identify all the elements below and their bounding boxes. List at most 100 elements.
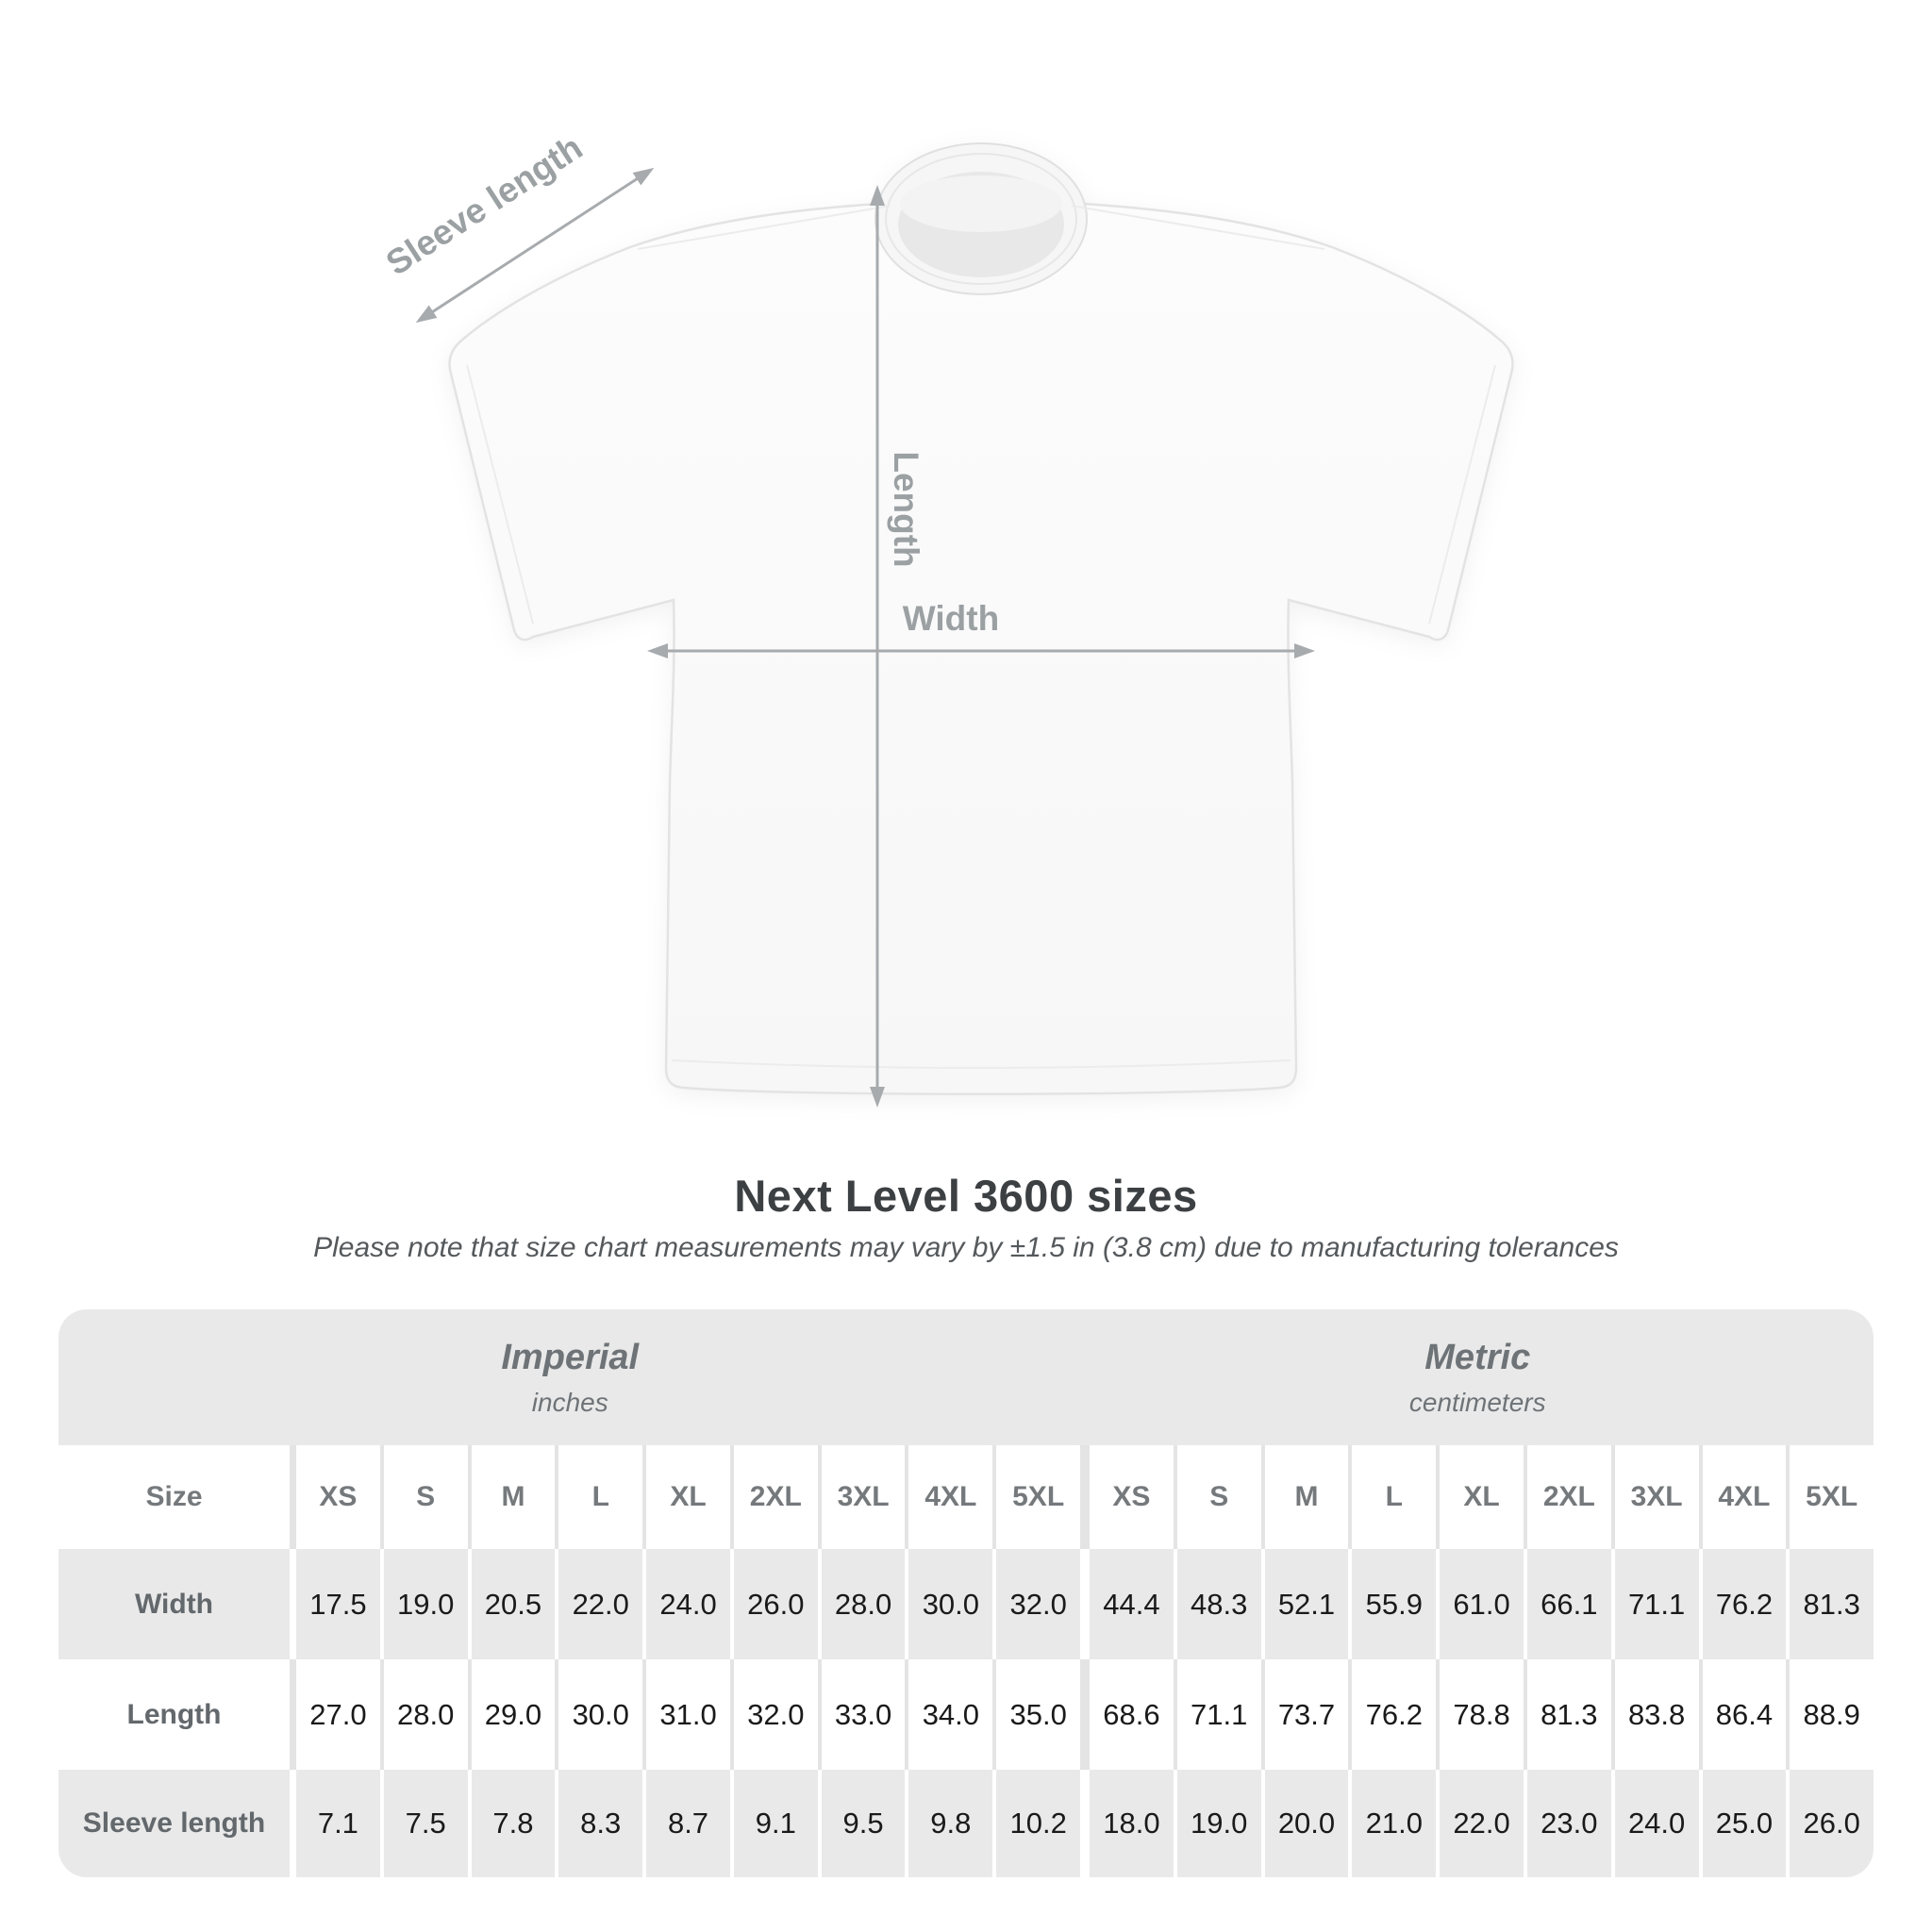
value-cell: 28.0	[379, 1659, 468, 1770]
imperial-group-header: Imperial inches	[58, 1309, 1082, 1445]
size-col-header: 2XL	[1523, 1445, 1611, 1549]
value-cell: 7.1	[290, 1770, 380, 1877]
size-col-header: L	[1348, 1445, 1436, 1549]
size-header: Size	[145, 1481, 203, 1512]
value-cell: 10.2	[992, 1770, 1080, 1877]
value-cell: 7.5	[379, 1770, 468, 1877]
size-col-header: L	[555, 1445, 642, 1549]
size-col-header: XL	[642, 1445, 730, 1549]
metric-group-unit: centimeters	[1408, 1387, 1546, 1417]
value-cell: 20.0	[1260, 1770, 1349, 1877]
size-col-header: 5XL	[1786, 1445, 1874, 1549]
value-cell: 81.3	[1786, 1549, 1874, 1659]
size-col-header: 4XL	[1698, 1445, 1787, 1549]
metric-group-name: Metric	[1424, 1337, 1531, 1377]
value-cell: 34.0	[905, 1659, 992, 1770]
value-cell: 52.1	[1260, 1549, 1349, 1659]
cuff-seam-left	[466, 364, 534, 625]
value-cell: 48.3	[1173, 1549, 1261, 1659]
value-cell: 61.0	[1436, 1549, 1524, 1659]
value-cell: 9.1	[729, 1770, 818, 1877]
size-col-header: 5XL	[992, 1445, 1080, 1549]
value-cell: 23.0	[1523, 1770, 1611, 1877]
value-cell: 86.4	[1698, 1659, 1787, 1770]
value-cell: 31.0	[642, 1659, 730, 1770]
page-title: Next Level 3600 sizes	[734, 1171, 1198, 1221]
value-cell: 32.0	[729, 1659, 818, 1770]
value-cell: 28.0	[817, 1549, 906, 1659]
value-cell: 78.8	[1436, 1659, 1524, 1770]
size-col-header: S	[1173, 1445, 1261, 1549]
tshirt-body	[448, 195, 1514, 1095]
value-cell: 73.7	[1260, 1659, 1349, 1770]
value-cell: 71.1	[1173, 1659, 1261, 1770]
shoulder-seam-right	[1071, 205, 1325, 250]
hem-stitch	[671, 1059, 1291, 1069]
value-cell: 24.0	[642, 1549, 730, 1659]
value-cell: 71.1	[1610, 1549, 1699, 1659]
imperial-group-name: Imperial	[501, 1337, 640, 1377]
value-cell: 20.5	[467, 1549, 556, 1659]
cuff-seam-right	[1428, 364, 1496, 625]
value-cell: 76.2	[1698, 1549, 1787, 1659]
value-cell: 22.0	[1436, 1770, 1524, 1877]
size-header-row: Size XS S M L XL 2XL 3XL 4XL 5XL XS S M …	[58, 1445, 1874, 1549]
length-label: Length	[887, 451, 925, 567]
value-cell: 19.0	[379, 1549, 468, 1659]
value-cell: 32.0	[992, 1549, 1080, 1659]
metric-group-header: Metric centimeters	[1082, 1309, 1874, 1445]
value-cell: 35.0	[992, 1659, 1080, 1770]
size-col-header: M	[1260, 1445, 1349, 1549]
value-cell: 8.3	[555, 1770, 642, 1877]
size-col-header: M	[467, 1445, 556, 1549]
value-cell: 9.5	[817, 1770, 906, 1877]
value-cell: 30.0	[555, 1659, 642, 1770]
value-cell: 76.2	[1348, 1659, 1436, 1770]
value-cell: 29.0	[467, 1659, 556, 1770]
size-col-header: 2XL	[729, 1445, 818, 1549]
unit-band: Imperial inches Metric centimeters	[58, 1309, 1874, 1445]
imperial-group-unit: inches	[531, 1387, 608, 1417]
size-col-header: 3XL	[1610, 1445, 1699, 1549]
table-row-length: Length 27.0 28.0 29.0 30.0 31.0 32.0 33.…	[58, 1659, 1874, 1770]
value-cell: 9.8	[905, 1770, 992, 1877]
table-row-width: Width 17.5 19.0 20.5 22.0 24.0 26.0 28.0…	[58, 1549, 1874, 1659]
size-col-header: S	[379, 1445, 468, 1549]
size-col-header: 4XL	[905, 1445, 992, 1549]
value-cell: 25.0	[1698, 1770, 1787, 1877]
size-col-header: XS	[290, 1445, 380, 1549]
size-table: Imperial inches Metric centimeters Size …	[58, 1309, 1874, 1877]
row-label: Width	[134, 1588, 214, 1620]
sleeve-length-label: Sleeve length	[379, 127, 589, 282]
width-label: Width	[903, 599, 999, 638]
tshirt-measurement-diagram: Sleeve length Length Width	[379, 127, 1514, 1108]
value-cell: 26.0	[729, 1549, 818, 1659]
table-row-sleeve-length: Sleeve length 7.1 7.5 7.8 8.3 8.7 9.1 9.…	[58, 1770, 1874, 1877]
collar-back-band	[900, 175, 1062, 232]
value-cell: 55.9	[1348, 1549, 1436, 1659]
value-cell: 19.0	[1173, 1770, 1261, 1877]
value-cell: 26.0	[1786, 1770, 1874, 1877]
value-cell: 81.3	[1523, 1659, 1611, 1770]
value-cell: 66.1	[1523, 1549, 1611, 1659]
page-subtitle: Please note that size chart measurements…	[313, 1232, 1619, 1263]
value-cell: 27.0	[290, 1659, 380, 1770]
sleeve-length-arrow	[415, 167, 655, 324]
row-label: Sleeve length	[82, 1807, 266, 1839]
size-col-header: 3XL	[817, 1445, 906, 1549]
shoulder-seam-left	[637, 205, 891, 250]
value-cell: 7.8	[467, 1770, 556, 1877]
value-cell: 21.0	[1348, 1770, 1436, 1877]
size-col-header: XS	[1080, 1445, 1174, 1549]
row-label: Length	[126, 1698, 222, 1730]
value-cell: 83.8	[1610, 1659, 1699, 1770]
value-cell: 22.0	[555, 1549, 642, 1659]
value-cell: 30.0	[905, 1549, 992, 1659]
value-cell: 44.4	[1080, 1549, 1174, 1659]
size-col-header: XL	[1436, 1445, 1524, 1549]
value-cell: 18.0	[1080, 1770, 1174, 1877]
value-cell: 68.6	[1080, 1659, 1174, 1770]
value-cell: 24.0	[1610, 1770, 1699, 1877]
value-cell: 88.9	[1786, 1659, 1874, 1770]
